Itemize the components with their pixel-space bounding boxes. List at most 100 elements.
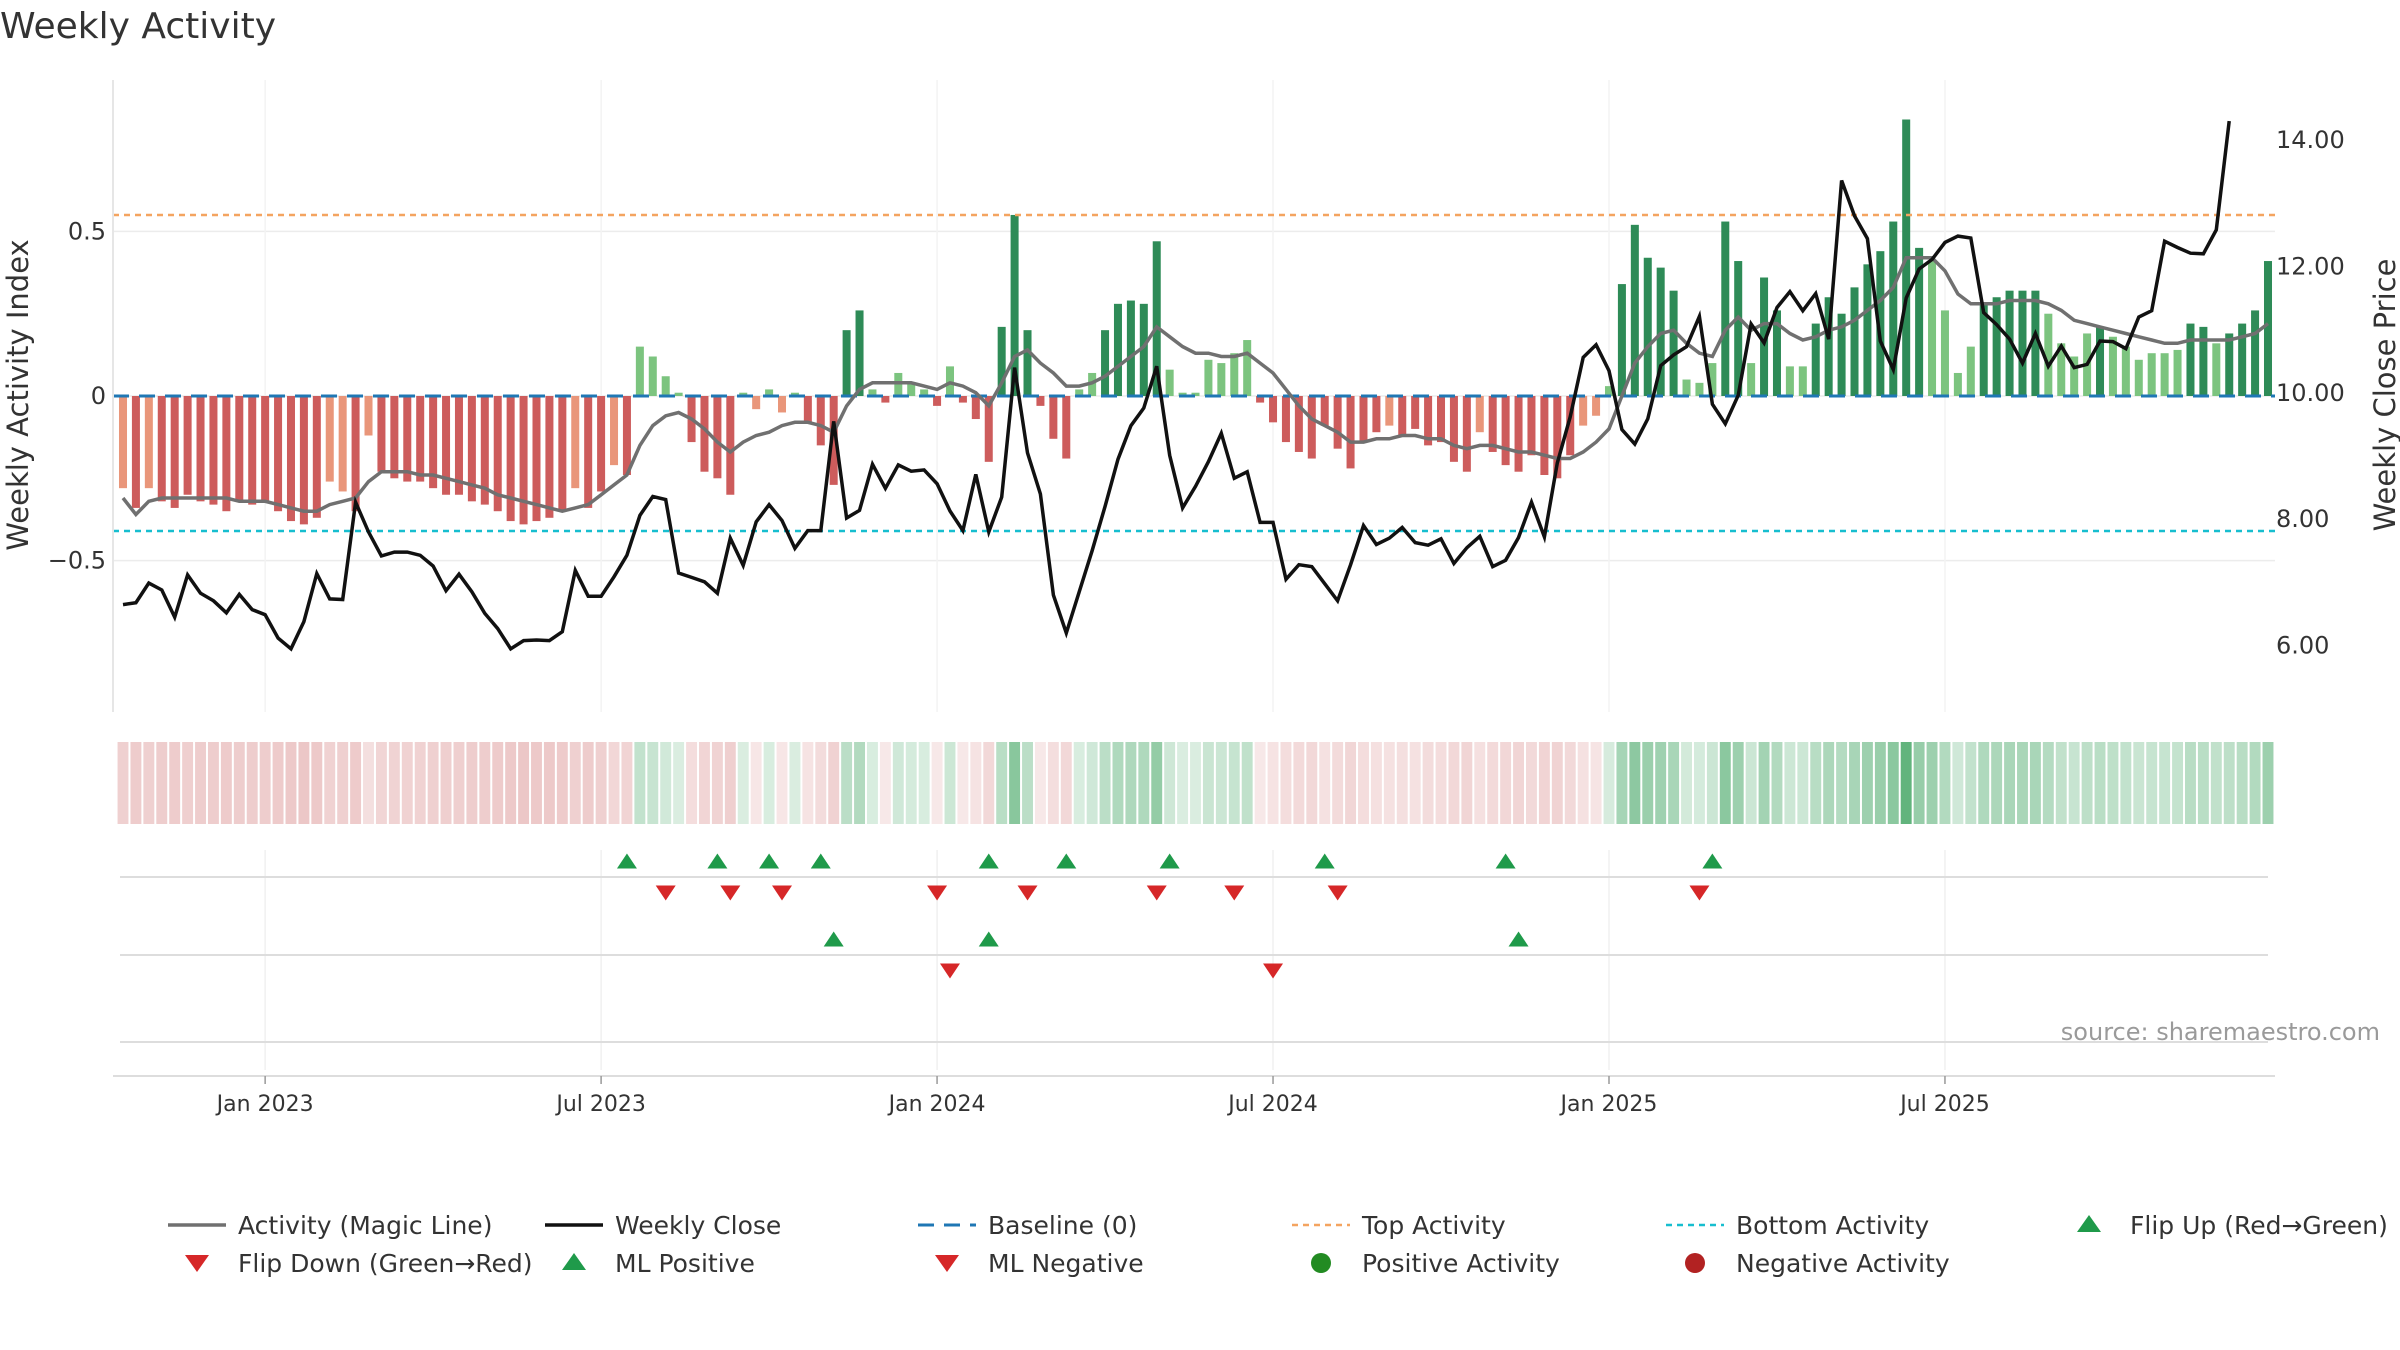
activity-bar xyxy=(364,396,373,436)
legend-swatch xyxy=(1311,1253,1331,1273)
activity-bar xyxy=(1152,241,1161,396)
activity-bar xyxy=(1928,261,1937,396)
activity-strip-cell xyxy=(1034,742,1046,824)
activity-bar xyxy=(480,396,489,505)
source-credit: source: sharemaestro.com xyxy=(2061,1018,2380,1046)
activity-strip-cell xyxy=(905,742,917,824)
activity-strip-cell xyxy=(931,742,943,824)
activity-bar xyxy=(1165,369,1174,396)
activity-bar xyxy=(1126,300,1135,396)
activity-bar xyxy=(2057,343,2066,396)
activity-strip-cell xyxy=(285,742,297,824)
legend-item: Positive Activity xyxy=(1311,1249,1560,1278)
activity-strip-cell xyxy=(970,742,982,824)
activity-strip-cell xyxy=(1306,742,1318,824)
activity-bar xyxy=(829,396,838,485)
activity-strip-cell xyxy=(634,742,646,824)
activity-strip-cell xyxy=(2146,742,2158,824)
activity-bar xyxy=(1333,396,1342,449)
activity-strip-cell xyxy=(1177,742,1189,824)
right-axis-label: Weekly Close Price xyxy=(2368,259,2400,532)
activity-strip-cell xyxy=(1836,742,1848,824)
legend-label: Baseline (0) xyxy=(988,1211,1137,1240)
activity-bar xyxy=(1230,353,1239,396)
activity-strip-cell xyxy=(505,742,517,824)
activity-bar xyxy=(351,396,360,512)
activity-strip-cell xyxy=(1874,742,1886,824)
activity-strip-cell xyxy=(311,742,323,824)
legend-label: Positive Activity xyxy=(1362,1249,1560,1278)
activity-strip-cell xyxy=(363,742,374,824)
activity-bar xyxy=(1243,340,1252,396)
activity-strip-cell xyxy=(569,742,581,824)
activity-bar xyxy=(1320,396,1329,426)
activity-strip-cell xyxy=(2210,742,2222,824)
activity-bar xyxy=(1824,297,1833,396)
flip-down-marker xyxy=(1224,885,1245,901)
activity-bar xyxy=(1372,396,1381,433)
activity-bar xyxy=(1604,386,1613,396)
x-tick-label: Jul 2024 xyxy=(1226,1092,1318,1117)
activity-strip-cell xyxy=(531,742,542,824)
activity-bar xyxy=(1437,396,1446,443)
activity-strip-cell xyxy=(2197,742,2209,824)
activity-bar xyxy=(209,396,218,505)
flip-down-marker xyxy=(1146,885,1167,901)
activity-strip-cell xyxy=(388,742,400,824)
activity-bar xyxy=(2199,326,2208,396)
activity-bar xyxy=(1953,372,1962,396)
activity-bar xyxy=(1449,396,1458,462)
activity-bar xyxy=(1966,346,1975,396)
activity-strip-cell xyxy=(518,742,530,824)
activity-strip-cell xyxy=(2055,742,2067,824)
chart-title: Weekly Activity xyxy=(0,6,277,47)
activity-bar xyxy=(2134,359,2143,396)
activity-strip-cell xyxy=(1215,742,1227,824)
activity-strip-cell xyxy=(1202,742,1214,824)
activity-bar xyxy=(338,396,347,492)
activity-strip-cell xyxy=(1448,742,1460,824)
activity-strip-cell xyxy=(1254,742,1266,824)
activity-strip-cell xyxy=(1797,742,1809,824)
legend-item: Weekly Close xyxy=(545,1211,781,1240)
activity-strip-cell xyxy=(2068,742,2080,824)
activity-bar xyxy=(842,330,851,396)
activity-strip-cell xyxy=(711,742,723,824)
activity-strip-cell xyxy=(479,742,491,824)
activity-strip-cell xyxy=(440,742,452,824)
activity-bar xyxy=(2018,290,2027,396)
activity-bar xyxy=(131,396,140,508)
activity-strip-cell xyxy=(207,742,219,824)
activity-strip-cell xyxy=(1009,742,1021,824)
x-tick-label: Jul 2025 xyxy=(1898,1092,1990,1117)
legend-label: ML Positive xyxy=(615,1249,755,1278)
activity-strip-cell xyxy=(660,742,672,824)
activity-bar xyxy=(274,396,283,512)
activity-strip-cell xyxy=(1267,742,1279,824)
activity-strip-cell xyxy=(608,742,620,824)
activity-bar xyxy=(920,389,929,396)
activity-strip-cell xyxy=(1422,742,1434,824)
activity-strip-cell xyxy=(2081,742,2093,824)
activity-strip-cell xyxy=(763,742,775,824)
activity-bar xyxy=(933,396,942,406)
activity-bar xyxy=(1760,277,1769,396)
activity-bar xyxy=(506,396,515,522)
activity-strip-cell xyxy=(1022,742,1033,824)
legend-label: Weekly Close xyxy=(615,1211,781,1240)
activity-bar xyxy=(454,396,463,495)
activity-strip-cell xyxy=(337,742,349,824)
flip-up-marker xyxy=(759,853,780,869)
legend-item: Top Activity xyxy=(1292,1211,1506,1240)
legend-item: ML Positive xyxy=(562,1249,755,1278)
ml-positive-marker xyxy=(1508,931,1529,947)
activity-strip-cell xyxy=(2185,742,2196,824)
activity-bar xyxy=(674,392,683,396)
legend-item: Bottom Activity xyxy=(1666,1211,1929,1240)
activity-strip-cell xyxy=(1693,742,1705,824)
activity-strip-cell xyxy=(2029,742,2041,824)
x-tick-label: Jan 2025 xyxy=(1559,1092,1658,1117)
activity-bar xyxy=(1527,396,1536,456)
activity-strip-cell xyxy=(2120,742,2132,824)
activity-strip-cell xyxy=(272,742,284,824)
